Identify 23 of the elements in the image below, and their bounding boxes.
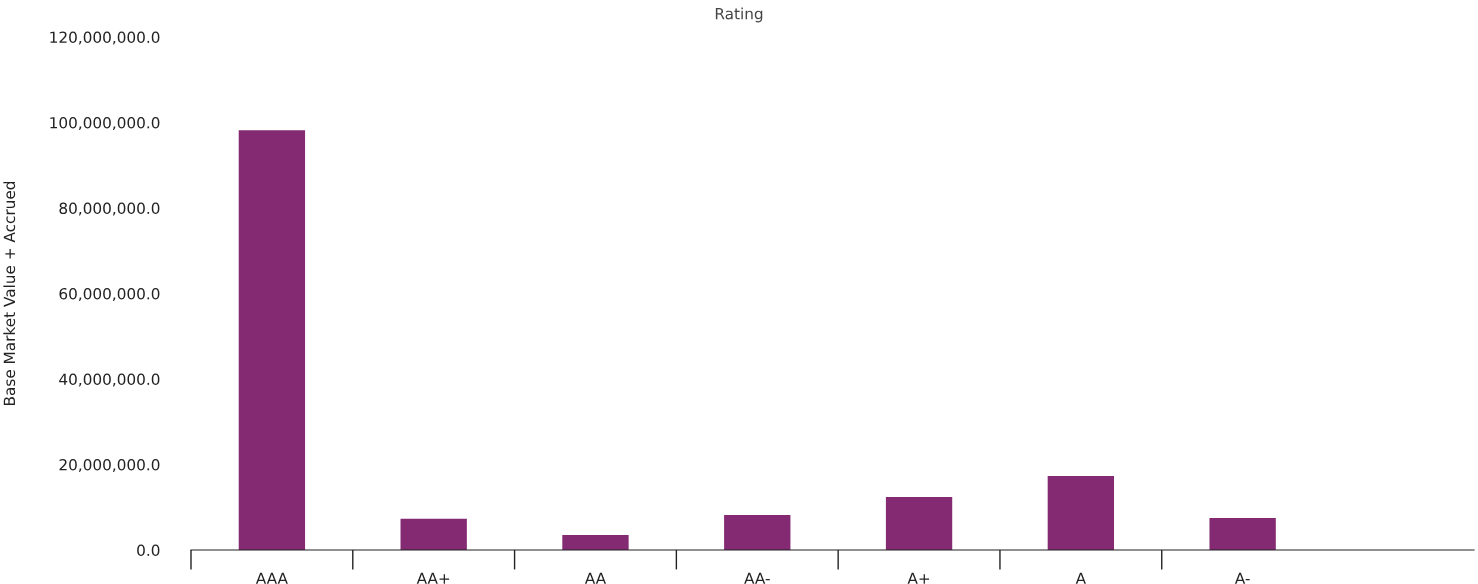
- y-tick-label: 60,000,000.0: [59, 287, 160, 302]
- bar: [724, 514, 791, 550]
- bar: [400, 518, 467, 550]
- y-tick-label: 80,000,000.0: [59, 202, 160, 216]
- chart-title: Rating: [715, 7, 763, 23]
- bar: [562, 535, 629, 550]
- x-tick-label: AAA: [255, 572, 288, 584]
- x-tick-label: AA+: [416, 572, 450, 584]
- y-tick-label: 0.0: [137, 544, 160, 557]
- bar: [885, 496, 953, 550]
- x-tick-label: AA-: [744, 572, 770, 584]
- x-tick-label: A-: [1234, 572, 1250, 584]
- x-tick-label: A+: [907, 572, 930, 584]
- y-tick-label: 40,000,000.0: [59, 373, 160, 387]
- bar: [1209, 517, 1276, 550]
- bar: [238, 130, 306, 550]
- y-tick-label: 100,000,000.0: [50, 116, 160, 131]
- x-tick-label: A: [1075, 572, 1086, 584]
- bar: [1047, 476, 1115, 550]
- x-tick-label: AA: [584, 572, 607, 584]
- y-axis-title: Base Market Value + Accrued: [3, 181, 16, 405]
- y-tick-label: 120,000,000.0: [50, 31, 160, 45]
- y-tick-label: 20,000,000.0: [59, 458, 160, 473]
